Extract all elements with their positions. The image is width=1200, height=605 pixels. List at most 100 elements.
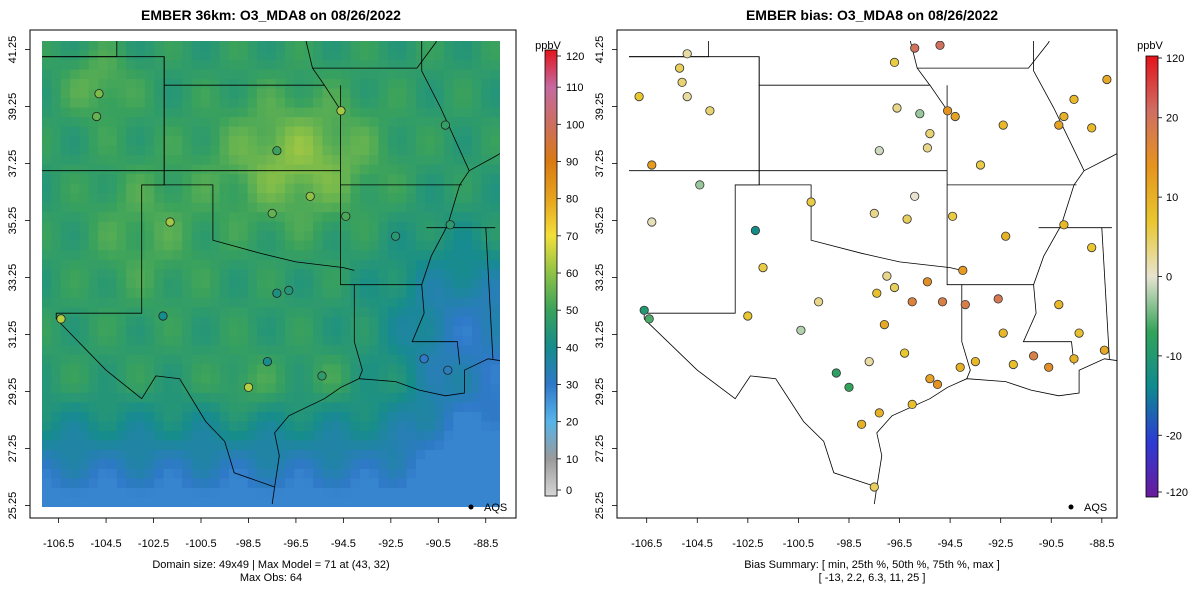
heatmap-cell [210,487,221,499]
heatmap-cell [341,449,352,461]
heatmap-cell [341,278,352,289]
heatmap-cell [182,354,193,365]
heatmap-cell [98,440,109,451]
heatmap-cell [256,316,267,327]
heatmap-cell [70,459,80,470]
bias-station-marker [856,419,867,429]
heatmap-cell [313,240,324,251]
heatmap-cell [378,383,389,394]
heatmap-cell [98,497,109,507]
heatmap-cell [490,193,500,204]
observation-station-marker [165,217,175,227]
heatmap-cell [256,145,267,156]
heatmap-cell [51,69,62,80]
observation-station-marker [317,371,327,381]
heatmap-cell [425,79,436,90]
heatmap-cell [322,392,333,403]
heatmap-cell [126,468,137,480]
heatmap-cell [42,164,52,175]
heatmap-cell [42,278,52,289]
x-tick-label: -104.5 [682,538,713,550]
heatmap-cell [434,392,445,403]
heatmap-cell [219,250,230,261]
x-tick-label: -102.5 [138,538,169,550]
heatmap-cell [42,221,52,232]
heatmap-cell [60,183,71,194]
heatmap-cell [322,459,333,470]
heatmap-cell [387,402,398,413]
heatmap-cell [462,278,473,289]
heatmap-cell [462,392,473,403]
heatmap-cell [443,421,454,432]
heatmap-cell [200,354,211,365]
heatmap-cell [51,440,62,451]
heatmap-cell [462,326,473,337]
x-tick-label: -98.5 [836,538,861,550]
heatmap-cell [303,145,314,156]
heatmap-cell [415,497,426,507]
heatmap-cell [182,145,193,156]
heatmap-cell [210,307,221,318]
heatmap-cell [369,440,380,451]
heatmap-cell [294,221,305,232]
heatmap-cell [88,354,99,365]
heatmap-cell [228,411,239,423]
heatmap-cell [415,383,426,394]
heatmap-cell [322,183,333,194]
heatmap-cell [471,411,482,423]
heatmap-cell [163,278,174,289]
heatmap-cell [313,69,324,80]
heatmap-cell [154,402,165,413]
heatmap-cell [42,440,52,451]
heatmap-cell [387,193,398,204]
heatmap-cell [453,430,464,442]
heatmap-cell [471,430,482,442]
heatmap-cell [350,269,361,280]
heatmap-cell [98,411,109,423]
heatmap-cell [154,221,165,232]
colorbar-tick-label: 30 [566,380,578,392]
heatmap-cell [42,259,52,270]
heatmap-cell [378,497,389,507]
heatmap-cell [88,269,99,280]
heatmap-cell [163,449,174,461]
heatmap-cell [443,269,454,280]
heatmap-cell [415,278,426,289]
heatmap-cell [397,88,408,99]
heatmap-cell [210,402,221,413]
heatmap-cell [144,60,155,71]
heatmap-cell [200,278,211,289]
heatmap-cell [313,88,324,99]
heatmap-cell [425,107,436,118]
heatmap-cell [359,221,370,232]
right-footer-summary-values: [ -13, 2.2, 6.3, 11, 25 ] [819,572,926,584]
heatmap-cell [191,411,202,423]
heatmap-cell [378,117,389,128]
heatmap-cell [471,316,482,327]
heatmap-cell [135,107,146,118]
heatmap-cell [387,449,398,461]
heatmap-cell [322,231,333,242]
heatmap-cell [154,88,165,99]
heatmap-cell [88,60,99,71]
heatmap-cell [443,193,454,204]
heatmap-cell [144,231,155,242]
heatmap-cell [51,478,62,489]
heatmap-cell [406,145,417,156]
heatmap-cell [285,250,295,261]
heatmap-cell [453,449,464,461]
heatmap-cell [406,174,417,185]
heatmap-cell [378,250,389,261]
heatmap-cell [107,345,118,356]
heatmap-cell [359,402,370,413]
heatmap-cell [116,60,127,71]
heatmap-cell [490,307,500,318]
heatmap-cell [285,60,295,71]
bias-station-marker [889,57,900,68]
bias-station-marker [950,111,960,122]
heatmap-cell [285,487,295,499]
heatmap-cell [172,307,183,318]
heatmap-cell [144,354,155,365]
heatmap-cell [369,345,380,356]
heatmap-cell [331,345,342,356]
